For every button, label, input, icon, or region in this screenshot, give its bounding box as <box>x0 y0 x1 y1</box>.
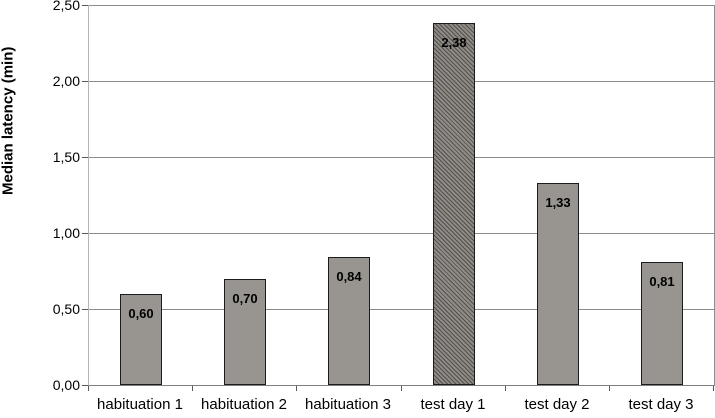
plot-area: 0,60 0,70 0,84 2,38 1,33 0,81 <box>88 5 715 386</box>
gridline <box>89 309 714 310</box>
bar-test-day-2: 1,33 <box>537 183 579 385</box>
gridline <box>89 81 714 82</box>
x-tick <box>296 386 297 391</box>
y-tick-label: 1,00 <box>52 225 80 241</box>
bar-value-label: 1,33 <box>545 195 571 210</box>
bar-test-day-1: 2,38 <box>433 23 475 385</box>
y-tick <box>82 5 88 6</box>
x-axis-label: habituation 1 <box>97 396 183 413</box>
x-tick <box>505 386 506 391</box>
bar-habituation-3: 0,84 <box>328 257 370 385</box>
bar-value-label: 0,84 <box>336 269 362 284</box>
y-tick <box>82 385 88 386</box>
x-tick <box>192 386 193 391</box>
x-axis-label: test day 2 <box>524 396 590 413</box>
y-tick-label: 0,00 <box>52 377 80 393</box>
x-axis-label: test day 3 <box>628 396 694 413</box>
y-axis-title: Median latency (min) <box>0 46 17 195</box>
bar-habituation-2: 0,70 <box>224 279 266 385</box>
y-tick-label: 0,50 <box>52 301 80 317</box>
bar-value-label: 2,38 <box>441 35 467 50</box>
y-tick <box>82 81 88 82</box>
x-axis-label: habituation 2 <box>201 396 287 413</box>
y-tick <box>82 233 88 234</box>
x-axis-label: test day 1 <box>420 396 486 413</box>
y-tick <box>82 309 88 310</box>
bar-value-label: 0,70 <box>232 291 258 306</box>
gridline <box>89 233 714 234</box>
x-axis-label: habituation 3 <box>305 396 391 413</box>
bar-test-day-3: 0,81 <box>641 262 683 385</box>
y-tick <box>82 157 88 158</box>
gridline <box>89 157 714 158</box>
x-tick <box>401 386 402 391</box>
x-tick <box>88 386 89 391</box>
bar-habituation-1: 0,60 <box>120 294 162 385</box>
bar-value-label: 0,60 <box>128 306 154 321</box>
y-tick-label: 1,50 <box>52 149 80 165</box>
bar-value-label: 0,81 <box>649 274 675 289</box>
y-tick-label: 2,50 <box>52 0 80 13</box>
gridline <box>89 5 714 6</box>
y-tick-label: 2,00 <box>52 73 80 89</box>
x-tick <box>713 386 714 391</box>
x-tick <box>609 386 610 391</box>
